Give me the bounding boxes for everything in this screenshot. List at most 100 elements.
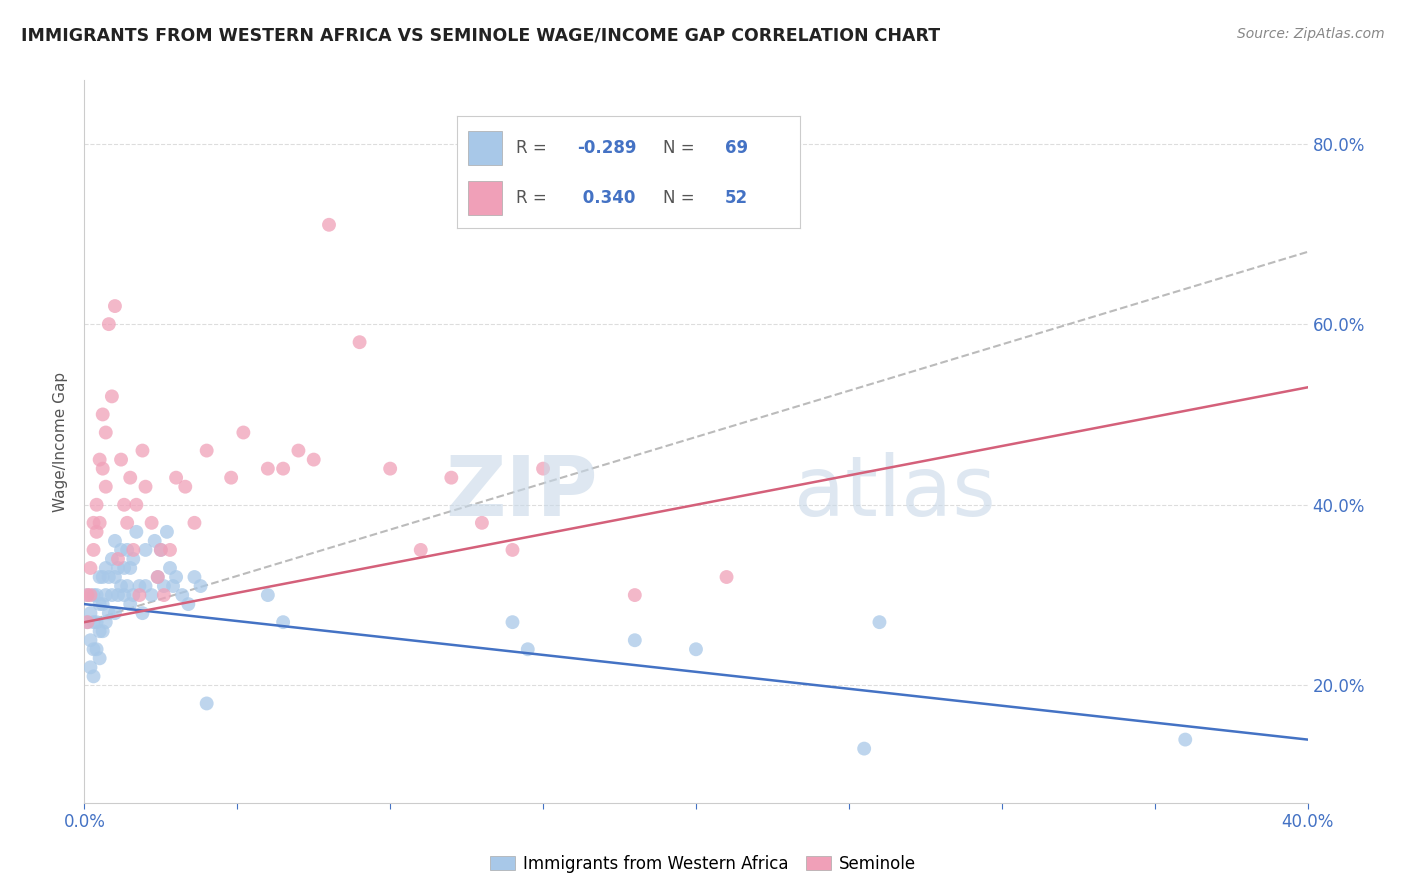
Point xyxy=(287,443,309,458)
Point xyxy=(89,570,111,584)
Point xyxy=(156,524,179,539)
Point xyxy=(86,615,108,630)
Point xyxy=(94,480,117,494)
Point xyxy=(91,597,114,611)
Point xyxy=(89,624,111,639)
Point xyxy=(120,471,142,485)
Point xyxy=(131,443,153,458)
Point xyxy=(104,606,127,620)
Point xyxy=(91,624,114,639)
Point xyxy=(120,561,142,575)
Point xyxy=(502,542,524,557)
Point xyxy=(131,606,153,620)
Point xyxy=(153,579,176,593)
Point xyxy=(232,425,254,440)
Point xyxy=(94,561,117,575)
Point xyxy=(122,588,145,602)
Point xyxy=(141,588,163,602)
Point xyxy=(141,516,163,530)
Point xyxy=(76,615,98,630)
Point xyxy=(101,389,124,403)
Point xyxy=(183,516,205,530)
Point xyxy=(83,516,105,530)
Point xyxy=(83,642,105,657)
Point xyxy=(97,606,120,620)
Point xyxy=(380,461,402,475)
Point xyxy=(91,461,114,475)
Point xyxy=(83,669,105,683)
Point xyxy=(76,588,98,602)
Point xyxy=(195,697,218,711)
Point xyxy=(172,588,194,602)
Point xyxy=(135,542,157,557)
Point xyxy=(79,606,101,620)
Point xyxy=(101,552,124,566)
Point xyxy=(89,452,111,467)
Point xyxy=(107,561,129,575)
Point xyxy=(112,588,135,602)
Point xyxy=(149,542,172,557)
Point xyxy=(143,533,166,548)
Point xyxy=(83,588,105,602)
Point xyxy=(122,542,145,557)
Point xyxy=(440,471,463,485)
Point xyxy=(502,615,524,630)
Point xyxy=(94,588,117,602)
Point xyxy=(115,516,138,530)
Point xyxy=(165,471,187,485)
Point xyxy=(122,552,145,566)
Point xyxy=(86,588,108,602)
Point xyxy=(83,542,105,557)
Point xyxy=(257,588,280,602)
Point xyxy=(107,588,129,602)
Point xyxy=(79,633,101,648)
Point xyxy=(869,615,891,630)
Point xyxy=(318,218,340,232)
Y-axis label: Wage/Income Gap: Wage/Income Gap xyxy=(53,371,69,512)
Point xyxy=(112,498,135,512)
Point xyxy=(104,299,127,313)
Point xyxy=(91,570,114,584)
Point xyxy=(853,741,876,756)
Point xyxy=(86,524,108,539)
Text: atlas: atlas xyxy=(794,451,995,533)
Text: Source: ZipAtlas.com: Source: ZipAtlas.com xyxy=(1237,27,1385,41)
Point xyxy=(257,461,280,475)
Point xyxy=(89,651,111,665)
Point xyxy=(135,579,157,593)
Point xyxy=(165,570,187,584)
Point xyxy=(125,498,148,512)
Point xyxy=(89,597,111,611)
Point xyxy=(177,597,200,611)
Point xyxy=(110,452,132,467)
Point xyxy=(149,542,172,557)
Point xyxy=(94,425,117,440)
Point xyxy=(128,579,150,593)
Point xyxy=(159,561,181,575)
Point xyxy=(159,542,181,557)
Point xyxy=(302,452,325,467)
Point xyxy=(76,615,98,630)
Point xyxy=(110,542,132,557)
Point xyxy=(107,552,129,566)
Point xyxy=(115,579,138,593)
Point xyxy=(94,615,117,630)
Point xyxy=(97,317,120,331)
Point xyxy=(195,443,218,458)
Point xyxy=(716,570,738,584)
Point xyxy=(97,570,120,584)
Point xyxy=(471,516,494,530)
Point xyxy=(349,335,371,350)
Point xyxy=(190,579,212,593)
Point xyxy=(624,633,647,648)
Text: ZIP: ZIP xyxy=(446,451,598,533)
Point xyxy=(125,524,148,539)
Point xyxy=(128,588,150,602)
Point xyxy=(86,642,108,657)
Point xyxy=(183,570,205,584)
Point xyxy=(104,570,127,584)
Point xyxy=(79,588,101,602)
Point xyxy=(104,533,127,548)
Point xyxy=(271,461,294,475)
Point xyxy=(86,498,108,512)
